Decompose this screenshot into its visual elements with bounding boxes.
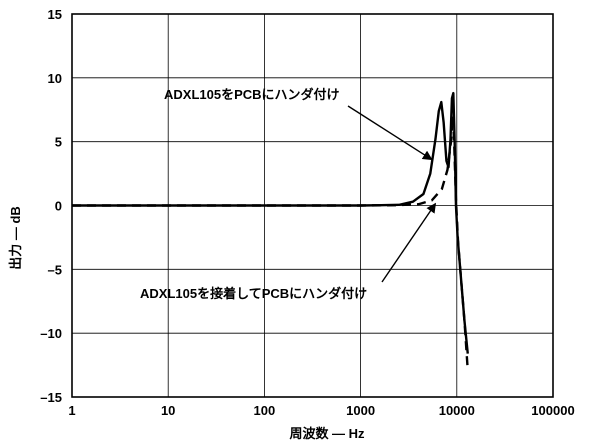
- x-tick-label: 100000: [531, 403, 574, 418]
- x-tick-label: 10: [161, 403, 175, 418]
- y-tick-label: –15: [40, 390, 62, 405]
- x-tick-label: 1000: [346, 403, 375, 418]
- y-tick-label: 5: [55, 135, 62, 150]
- y-tick-label: –5: [48, 262, 62, 277]
- series-line-bonded-soldered: [72, 114, 469, 371]
- x-tick-label: 1: [68, 403, 75, 418]
- annotation-arrow-bonded-soldered: [381, 202, 437, 283]
- series-layer: [72, 91, 469, 371]
- annotation-arrow-soldered: [347, 105, 433, 161]
- x-tick-label: 10000: [439, 403, 475, 418]
- x-tick-label: 100: [254, 403, 276, 418]
- annotation-arrows: [347, 105, 437, 283]
- y-tick-label: 0: [55, 199, 62, 214]
- annotation-bonded-soldered: ADXL105を接着してPCBにハンダ付け: [140, 286, 367, 301]
- tick-labels: 1 10 100 1000 10000 100000 15 10 5 0 –5 –10 –15: [40, 7, 574, 418]
- y-axis-label: 出力 — dB: [8, 206, 23, 270]
- y-tick-label: 10: [48, 71, 62, 86]
- annotation-soldered: ADXL105をPCBにハンダ付け: [164, 87, 340, 102]
- series-line-soldered: [72, 91, 469, 354]
- y-tick-label: –10: [40, 326, 62, 341]
- plot-frame: [71, 13, 554, 398]
- y-tick-label: 15: [48, 7, 62, 22]
- x-axis-label: 周波数 — Hz: [289, 426, 365, 441]
